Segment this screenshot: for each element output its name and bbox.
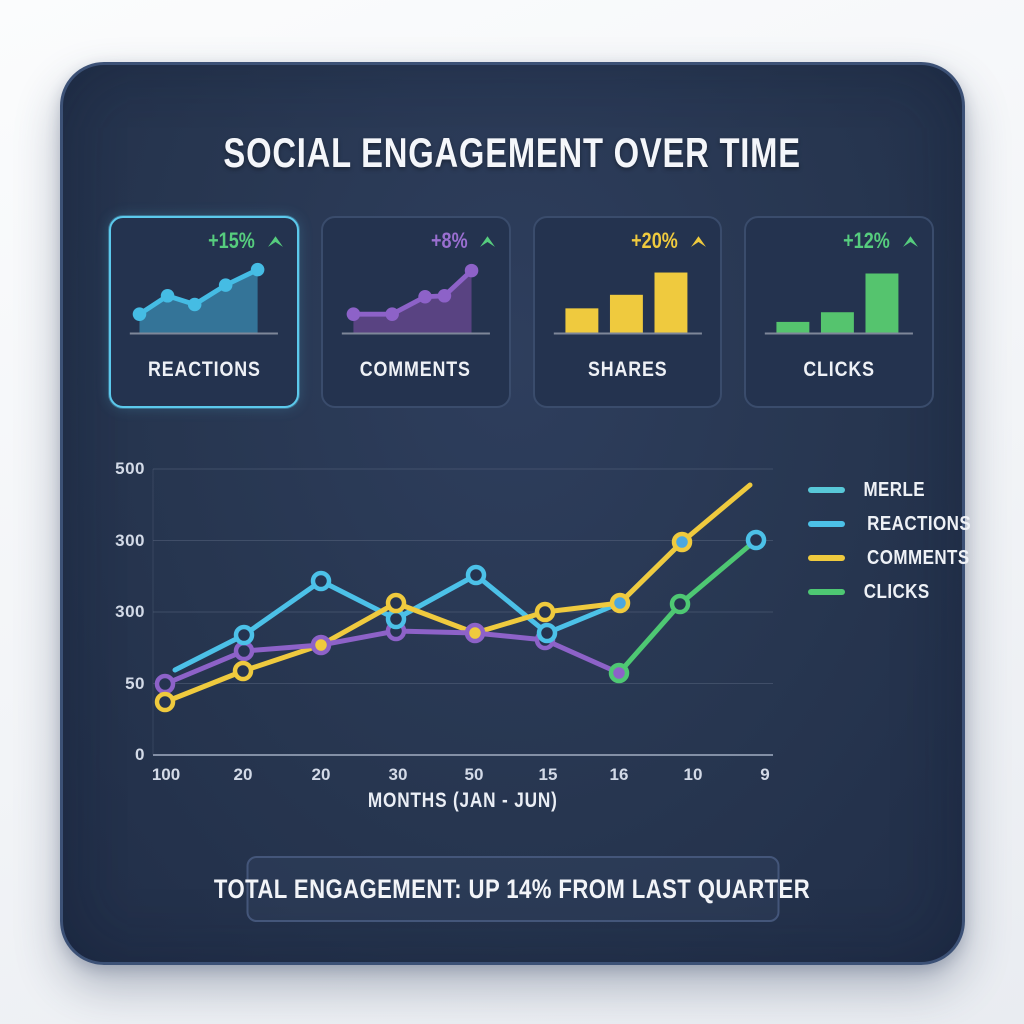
x-tick-label: 9: [760, 765, 770, 784]
card-label-text: SHARES: [587, 358, 668, 381]
stat-cards: +15% REACTIONS +8% COMMENTS +20% SHARES +12% CL…: [109, 216, 934, 408]
y-axis-labels: 500 300 300 50 0: [75, 459, 145, 764]
y-tick-label: 300: [115, 530, 145, 550]
y-tick-label: 300: [115, 602, 145, 621]
card-label-text: REACTIONS: [147, 358, 261, 381]
card-label: REACTIONS: [124, 358, 284, 382]
delta-row: +15%: [124, 228, 284, 254]
legend-label: REACTIONS: [867, 512, 972, 535]
legend-item-comments[interactable]: COMMENTS: [808, 541, 980, 575]
delta-value: +20%: [631, 228, 679, 253]
y-tick-label: 500: [115, 459, 145, 478]
legend-swatch: [808, 487, 845, 493]
legend-swatch: [808, 521, 845, 527]
y-tick-label: 0: [135, 745, 145, 764]
card-label: COMMENTS: [336, 358, 496, 382]
delta-value: +15%: [207, 228, 255, 253]
delta-row: +20%: [548, 228, 708, 254]
legend-swatch: [808, 555, 845, 561]
x-axis-title: MONTHS (JAN - JUN): [368, 789, 558, 812]
stat-card-clicks[interactable]: +12% CLICKS: [744, 216, 934, 408]
legend-item-merle[interactable]: MERLE: [808, 473, 980, 507]
delta-row: +12%: [759, 228, 919, 254]
legend-item-clicks[interactable]: CLICKS: [808, 575, 980, 609]
x-tick-label: 16: [609, 765, 629, 784]
dashboard-panel: SOCIAL ENGAGEMENT OVER TIME +15% REACTION…: [60, 62, 971, 965]
delta-row: +8%: [336, 228, 496, 254]
delta-value: +12%: [843, 228, 890, 253]
sparkline-line: [129, 262, 278, 335]
stat-card-reactions[interactable]: +15% REACTIONS: [109, 216, 299, 408]
delta-value: +8%: [430, 228, 468, 253]
up-arrow-icon: [267, 235, 283, 247]
page-title: SOCIAL ENGAGEMENT OVER TIME: [223, 129, 802, 176]
legend-item-reactions[interactable]: REACTIONS: [808, 507, 980, 541]
card-label: CLICKS: [759, 358, 919, 382]
sparkline-bar: [765, 273, 914, 335]
up-arrow-icon: [479, 235, 495, 247]
card-label-text: COMMENTS: [360, 358, 472, 381]
legend-label: COMMENTS: [867, 546, 970, 569]
x-tick-label: 15: [538, 765, 558, 784]
x-tick-label: 100: [151, 765, 181, 784]
x-tick-label: 10: [683, 765, 703, 784]
up-arrow-icon: [903, 235, 918, 247]
chart-legend: MERLE REACTIONS COMMENTS CLICKS: [808, 473, 980, 609]
x-tick-label: 30: [388, 765, 408, 784]
x-axis-labels: 100 20 20 30 50 15 16 10 9: [152, 765, 773, 787]
y-tick-label: 50: [125, 673, 145, 693]
legend-swatch: [808, 589, 845, 595]
legend-label: CLICKS: [863, 580, 930, 603]
x-tick-label: 50: [464, 765, 484, 784]
main-line-chart: [152, 468, 773, 756]
sparkline-line: [341, 263, 490, 335]
x-tick-label: 20: [233, 765, 253, 784]
summary-text: TOTAL ENGAGEMENT: UP 14% FROM LAST QUART…: [214, 873, 811, 904]
stat-card-shares[interactable]: +20% SHARES: [532, 216, 723, 408]
summary-banner: TOTAL ENGAGEMENT: UP 14% FROM LAST QUART…: [214, 856, 810, 922]
x-tick-label: 20: [311, 765, 331, 784]
card-label-text: CLICKS: [803, 358, 875, 381]
stat-card-comments[interactable]: +8% COMMENTS: [320, 216, 511, 408]
sparkline-bar: [553, 272, 702, 335]
legend-label: MERLE: [863, 478, 926, 501]
up-arrow-icon: [691, 235, 707, 247]
card-label: SHARES: [548, 358, 708, 382]
